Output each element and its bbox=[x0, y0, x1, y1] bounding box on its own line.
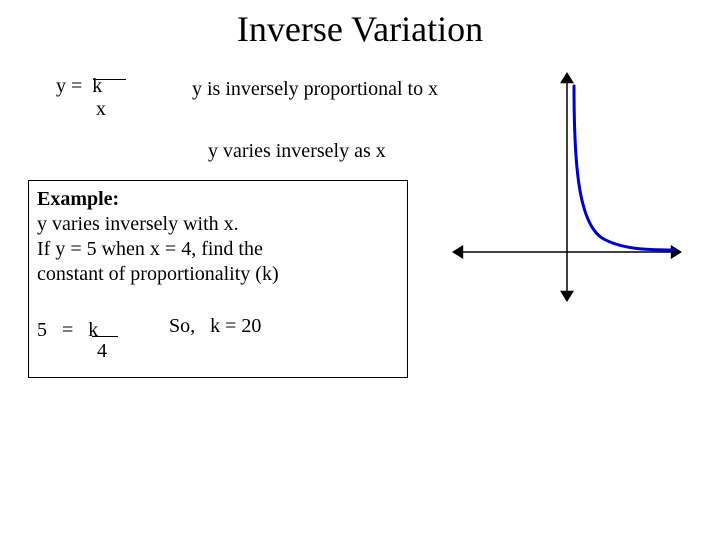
work-fraction-bar bbox=[92, 336, 118, 337]
inverse-variation-graph bbox=[452, 72, 682, 302]
proportional-statement: y is inversely proportional to x bbox=[192, 78, 438, 101]
result-text: So, k = 20 bbox=[169, 315, 261, 338]
formula-denominator: x bbox=[56, 98, 106, 121]
fraction-bar bbox=[93, 74, 126, 80]
page-title: Inverse Variation bbox=[0, 8, 720, 50]
example-line2: If y = 5 when x = 4, find the bbox=[37, 238, 263, 260]
formula: y = k x bbox=[56, 75, 106, 121]
varies-statement: y varies inversely as x bbox=[208, 140, 386, 163]
example-box: Example: y varies inversely with x. If y… bbox=[28, 180, 408, 378]
work-equation-bottom: 4 bbox=[37, 340, 399, 363]
example-line3: constant of proportionality (k) bbox=[37, 263, 279, 285]
example-text: Example: y varies inversely with x. If y… bbox=[37, 187, 399, 287]
example-line1: y varies inversely with x. bbox=[37, 213, 239, 235]
example-heading: Example: bbox=[37, 188, 119, 210]
